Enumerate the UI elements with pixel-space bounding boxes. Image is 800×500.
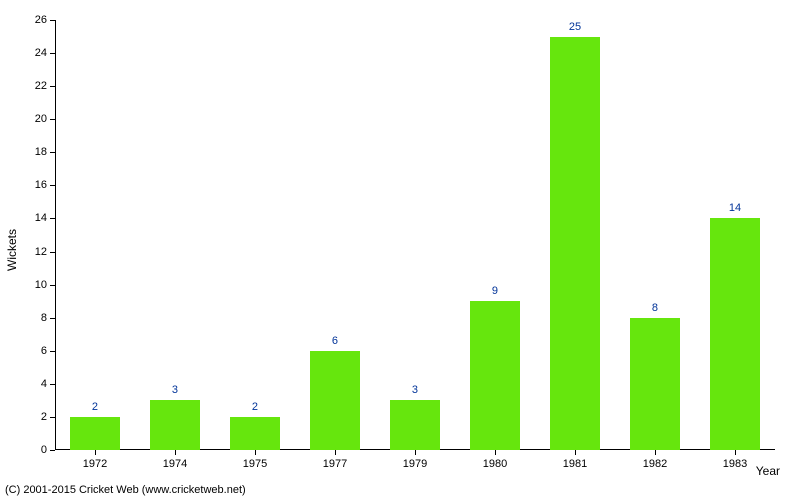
y-tick-label: 0 [41,444,47,456]
y-tick-label: 18 [35,146,47,158]
x-tick [495,450,496,455]
y-tick [50,152,55,153]
y-tick-label: 6 [41,345,47,357]
x-tick [175,450,176,455]
y-tick [50,285,55,286]
x-tick [95,450,96,455]
bar-value-label: 3 [172,384,178,396]
bar-value-label: 25 [569,21,581,33]
y-axis-title: Wickets [5,229,19,271]
y-tick [50,218,55,219]
x-tick [255,450,256,455]
bar-value-label: 3 [412,384,418,396]
bar: 14 [710,218,760,450]
bar-value-label: 6 [332,335,338,347]
bar: 2 [70,417,120,450]
x-tick [415,450,416,455]
bar-value-label: 8 [652,302,658,314]
y-tick [50,450,55,451]
y-tick [50,318,55,319]
y-tick [50,53,55,54]
bar-value-label: 2 [92,401,98,413]
x-tick [735,450,736,455]
x-tick-label: 1979 [403,458,427,470]
y-tick [50,384,55,385]
x-tick-label: 1983 [723,458,747,470]
x-tick [575,450,576,455]
chart-container: Wickets 02468101214161820222426197221974… [0,0,800,500]
x-axis-title: Year [756,464,780,478]
y-tick-label: 12 [35,246,47,258]
y-tick-label: 26 [35,14,47,26]
bar: 3 [390,400,440,450]
x-tick-label: 1975 [243,458,267,470]
x-tick-label: 1981 [563,458,587,470]
y-tick-label: 8 [41,312,47,324]
x-tick-label: 1982 [643,458,667,470]
x-tick-label: 1972 [83,458,107,470]
bar: 3 [150,400,200,450]
y-tick [50,252,55,253]
plot-area: 0246810121416182022242619722197431975219… [55,20,775,450]
y-tick [50,119,55,120]
y-axis-line [55,20,56,450]
y-tick [50,20,55,21]
x-tick [655,450,656,455]
y-tick [50,417,55,418]
x-tick-label: 1977 [323,458,347,470]
y-tick-label: 2 [41,411,47,423]
y-tick [50,86,55,87]
bar: 2 [230,417,280,450]
y-tick-label: 24 [35,47,47,59]
x-tick-label: 1974 [163,458,187,470]
x-tick [335,450,336,455]
y-tick [50,185,55,186]
copyright-text: (C) 2001-2015 Cricket Web (www.cricketwe… [5,484,246,496]
bar: 6 [310,351,360,450]
y-tick-label: 10 [35,279,47,291]
y-tick [50,351,55,352]
y-tick-label: 20 [35,113,47,125]
y-tick-label: 14 [35,212,47,224]
y-tick-label: 16 [35,179,47,191]
x-tick-label: 1980 [483,458,507,470]
bar-value-label: 9 [492,285,498,297]
bar-value-label: 2 [252,401,258,413]
bar: 9 [470,301,520,450]
bar-value-label: 14 [729,202,741,214]
y-tick-label: 4 [41,378,47,390]
bar: 8 [630,318,680,450]
y-tick-label: 22 [35,80,47,92]
bar: 25 [550,37,600,450]
